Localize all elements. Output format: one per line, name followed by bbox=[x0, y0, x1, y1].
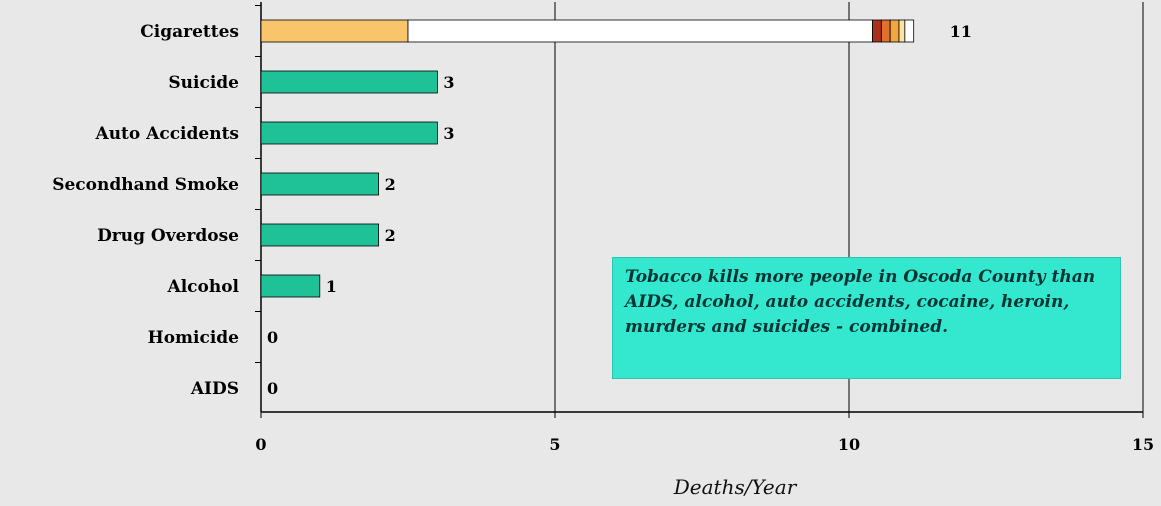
category-label: Auto Accidents bbox=[95, 124, 240, 144]
value-label: 1 bbox=[326, 277, 337, 296]
category-label: Cigarettes bbox=[140, 22, 239, 42]
bar bbox=[260, 274, 321, 298]
annotation-text: Tobacco kills more people in Oscoda Coun… bbox=[625, 267, 1096, 337]
bars bbox=[260, 19, 915, 298]
value-label: 0 bbox=[267, 328, 278, 347]
x-tick-label: 0 bbox=[255, 435, 266, 454]
x-tick-label: 5 bbox=[549, 435, 560, 454]
bar bbox=[260, 223, 379, 247]
bar-segment bbox=[880, 19, 891, 43]
value-label: 2 bbox=[385, 175, 396, 194]
annotation-box: Tobacco kills more people in Oscoda Coun… bbox=[612, 257, 1121, 379]
x-tick-labels: 0 5 10 15 bbox=[255, 435, 1154, 454]
bar-segment bbox=[872, 19, 882, 43]
category-label: AIDS bbox=[190, 379, 239, 399]
bar-segment bbox=[260, 19, 409, 43]
x-axis-title: Deaths/Year bbox=[673, 475, 798, 499]
value-label: 3 bbox=[443, 124, 454, 143]
bar-segment bbox=[407, 19, 873, 43]
bar bbox=[260, 121, 438, 145]
bar-segment bbox=[898, 19, 906, 43]
value-label: 11 bbox=[950, 22, 972, 41]
category-label: Drug Overdose bbox=[97, 226, 239, 246]
bar-segment bbox=[889, 19, 900, 43]
grid-lines bbox=[255, 2, 1144, 418]
category-label: Homicide bbox=[148, 328, 240, 348]
bar-segment bbox=[904, 19, 915, 43]
value-label: 0 bbox=[267, 379, 278, 398]
x-tick-label: 15 bbox=[1132, 435, 1154, 454]
category-label: Suicide bbox=[168, 73, 239, 93]
category-label: Secondhand Smoke bbox=[52, 175, 239, 195]
value-labels: 11 3 3 2 2 1 0 0 bbox=[267, 22, 972, 398]
x-tick-label: 10 bbox=[838, 435, 860, 454]
bar bbox=[260, 172, 379, 196]
value-label: 3 bbox=[443, 73, 454, 92]
category-labels: Cigarettes Suicide Auto Accidents Secondhan… bbox=[52, 22, 239, 399]
category-label: Alcohol bbox=[167, 277, 240, 297]
bar bbox=[260, 70, 438, 94]
value-label: 2 bbox=[385, 226, 396, 245]
